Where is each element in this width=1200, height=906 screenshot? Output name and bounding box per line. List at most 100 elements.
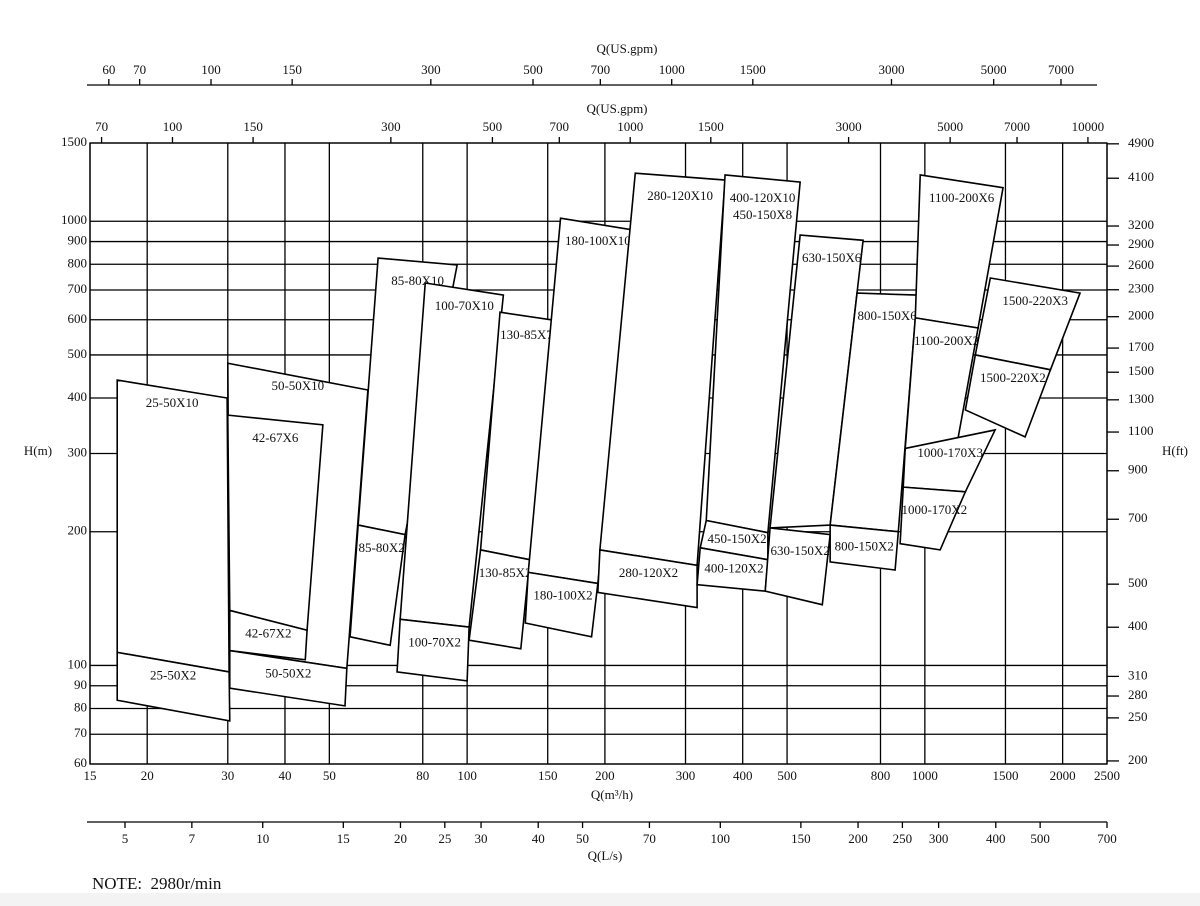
bottom-axis-tick-label: 30: [475, 831, 488, 846]
bottom-axis-tick-label: 250: [893, 831, 913, 846]
y-tick-label: 500: [68, 346, 88, 361]
region-label: 25-50X2: [150, 667, 196, 682]
region-label: 800-150X6: [857, 308, 917, 323]
y2-tick-label: 2900: [1128, 236, 1154, 251]
bottom-axis-tick-label: 200: [848, 831, 868, 846]
region-label: 400-120X2: [704, 560, 763, 575]
region-label: 800-150X2: [835, 539, 894, 554]
x2-tick-label: 700: [550, 119, 570, 134]
pump-region: [899, 486, 967, 551]
x-tick-label: 200: [595, 768, 615, 783]
bottom-axis-tick-label: 500: [1030, 831, 1050, 846]
region-label: 1000-170X2: [901, 502, 967, 517]
top-axis-tick-label: 5000: [981, 62, 1007, 77]
top-axis-tick-label: 300: [421, 62, 441, 77]
region-label: 50-50X10: [271, 378, 324, 393]
y2-tick-label: 900: [1128, 462, 1148, 477]
x-tick-label: 80: [416, 768, 429, 783]
region-label: 130-85X2: [479, 565, 532, 580]
bottom-axis-tick-label: 15: [337, 831, 350, 846]
pump-region: [116, 651, 231, 722]
x-tick-label: 1500: [992, 768, 1018, 783]
region-label: 450-150X2: [707, 531, 766, 546]
footer-band: [0, 893, 1200, 906]
y-tick-label: 900: [68, 233, 88, 248]
region-label: 42-67X6: [252, 430, 299, 445]
x-tick-label: 50: [323, 768, 336, 783]
y-tick-label: 300: [68, 444, 88, 459]
y2-tick-label: 3200: [1128, 217, 1154, 232]
y-tick-label: 1500: [61, 134, 87, 149]
x2-tick-label: 300: [381, 119, 401, 134]
bottom-axis-title: Q(L/s): [588, 848, 623, 863]
region-label: 1500-220X2: [980, 370, 1046, 385]
x-tick-label: 100: [457, 768, 477, 783]
x2-axis-title: Q(US.gpm): [586, 101, 647, 116]
region-label: 630-150X6: [802, 250, 862, 265]
top-axis-tick-label: 1500: [740, 62, 766, 77]
x2-tick-label: 500: [483, 119, 503, 134]
pump-region: [228, 609, 308, 661]
bottom-axis-tick-label: 7: [189, 831, 196, 846]
y-tick-label: 800: [68, 255, 88, 270]
pump-region: [349, 524, 407, 647]
y2-tick-label: 250: [1128, 709, 1148, 724]
region-label: 400-120X10: [730, 190, 796, 205]
y2-tick-label: 280: [1128, 687, 1148, 702]
bottom-axis-tick-label: 150: [791, 831, 811, 846]
region-label: 85-80X2: [359, 540, 405, 555]
region-label: 25-50X10: [146, 395, 199, 410]
x-tick-label: 30: [221, 768, 234, 783]
bottom-axis-tick-label: 100: [711, 831, 731, 846]
y-tick-label: 600: [68, 311, 88, 326]
region-label: 180-100X2: [533, 587, 592, 602]
bottom-axis-tick-label: 10: [256, 831, 269, 846]
x2-tick-label: 100: [163, 119, 183, 134]
region-label: 42-67X2: [245, 625, 291, 640]
region-label: 1000-170X3: [917, 445, 983, 460]
pump-region: [829, 524, 900, 571]
x-tick-label: 800: [871, 768, 891, 783]
pump-region: [524, 571, 599, 638]
pump-region: [116, 379, 230, 673]
x2-tick-label: 70: [95, 119, 108, 134]
top-axis-tick-label: 1000: [659, 62, 685, 77]
region-label: 1500-220X3: [1002, 293, 1068, 308]
top-axis-tick-label: 70: [133, 62, 146, 77]
y2-tick-label: 2000: [1128, 308, 1154, 323]
top-axis-title: Q(US.gpm): [596, 41, 657, 56]
x2-tick-label: 5000: [937, 119, 963, 134]
region-label: 180-100X10: [565, 233, 631, 248]
bottom-axis-tick-label: 20: [394, 831, 407, 846]
region-label: 280-120X2: [619, 565, 678, 580]
y2-tick-label: 500: [1128, 575, 1148, 590]
top-axis-tick-label: 100: [201, 62, 221, 77]
x-tick-label: 150: [538, 768, 558, 783]
y2-tick-label: 1300: [1128, 391, 1154, 406]
region-label: 100-70X2: [408, 634, 461, 649]
y2-tick-label: 1100: [1128, 423, 1154, 438]
y-axis-title: H(m): [24, 443, 52, 458]
pump-region: [228, 649, 348, 707]
bottom-axis-tick-label: 70: [643, 831, 656, 846]
x2-tick-label: 3000: [836, 119, 862, 134]
pump-region: [964, 354, 1052, 438]
y-tick-label: 700: [68, 281, 88, 296]
x-tick-label: 400: [733, 768, 753, 783]
y2-tick-label: 700: [1128, 510, 1148, 525]
plot-frame: [89, 142, 1108, 765]
top-axis-tick-label: 700: [591, 62, 611, 77]
y2-tick-label: 1500: [1128, 363, 1154, 378]
top-axis-tick-label: 60: [102, 62, 115, 77]
region-label: 50-50X2: [265, 666, 311, 681]
region-label: 630-150X2: [770, 543, 829, 558]
y2-tick-label: 2300: [1128, 281, 1154, 296]
y2-tick-label: 4900: [1128, 135, 1154, 150]
pump-region: [226, 414, 324, 632]
region-label: 130-85X7: [500, 327, 553, 342]
regions: 25-50X10 25-50X2 50-50X10 50-50X2 42-67X6 42-…: [116, 172, 1082, 722]
bottom-axis-tick-label: 300: [929, 831, 949, 846]
y-tick-label: 60: [74, 755, 87, 770]
x2-tick-label: 1000: [617, 119, 643, 134]
